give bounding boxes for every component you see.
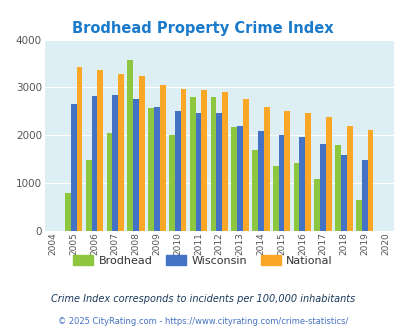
Bar — [168, 135, 174, 231]
Bar — [367, 130, 373, 231]
Bar — [133, 99, 139, 231]
Bar — [278, 135, 284, 231]
Bar — [195, 113, 201, 231]
Bar — [174, 112, 180, 231]
Bar — [237, 126, 242, 231]
Bar — [153, 107, 160, 231]
Bar — [85, 160, 92, 231]
Bar — [252, 150, 257, 231]
Bar — [242, 99, 248, 231]
Bar — [335, 145, 340, 231]
Bar — [107, 133, 112, 231]
Bar — [257, 131, 263, 231]
Bar — [92, 96, 97, 231]
Bar — [201, 90, 207, 231]
Bar — [325, 117, 331, 231]
Legend: Brodhead, Wisconsin, National: Brodhead, Wisconsin, National — [69, 250, 336, 270]
Bar — [231, 127, 237, 231]
Bar — [340, 155, 346, 231]
Bar — [148, 108, 153, 231]
Bar — [97, 70, 103, 231]
Bar — [189, 97, 195, 231]
Bar — [346, 126, 352, 231]
Bar — [299, 137, 305, 231]
Bar — [272, 166, 278, 231]
Bar — [284, 112, 290, 231]
Bar — [65, 193, 71, 231]
Bar — [320, 144, 325, 231]
Bar — [112, 95, 118, 231]
Bar — [293, 163, 299, 231]
Bar — [263, 107, 269, 231]
Bar — [361, 160, 367, 231]
Bar — [216, 113, 222, 231]
Bar — [210, 97, 216, 231]
Bar — [139, 77, 145, 231]
Bar — [313, 179, 320, 231]
Text: Brodhead Property Crime Index: Brodhead Property Crime Index — [72, 21, 333, 36]
Bar — [71, 104, 77, 231]
Bar — [355, 200, 361, 231]
Text: © 2025 CityRating.com - https://www.cityrating.com/crime-statistics/: © 2025 CityRating.com - https://www.city… — [58, 317, 347, 326]
Bar — [222, 92, 227, 231]
Bar — [180, 89, 186, 231]
Text: Crime Index corresponds to incidents per 100,000 inhabitants: Crime Index corresponds to incidents per… — [51, 294, 354, 304]
Bar — [160, 84, 165, 231]
Bar — [118, 74, 124, 231]
Bar — [305, 113, 310, 231]
Bar — [127, 60, 133, 231]
Bar — [77, 67, 82, 231]
